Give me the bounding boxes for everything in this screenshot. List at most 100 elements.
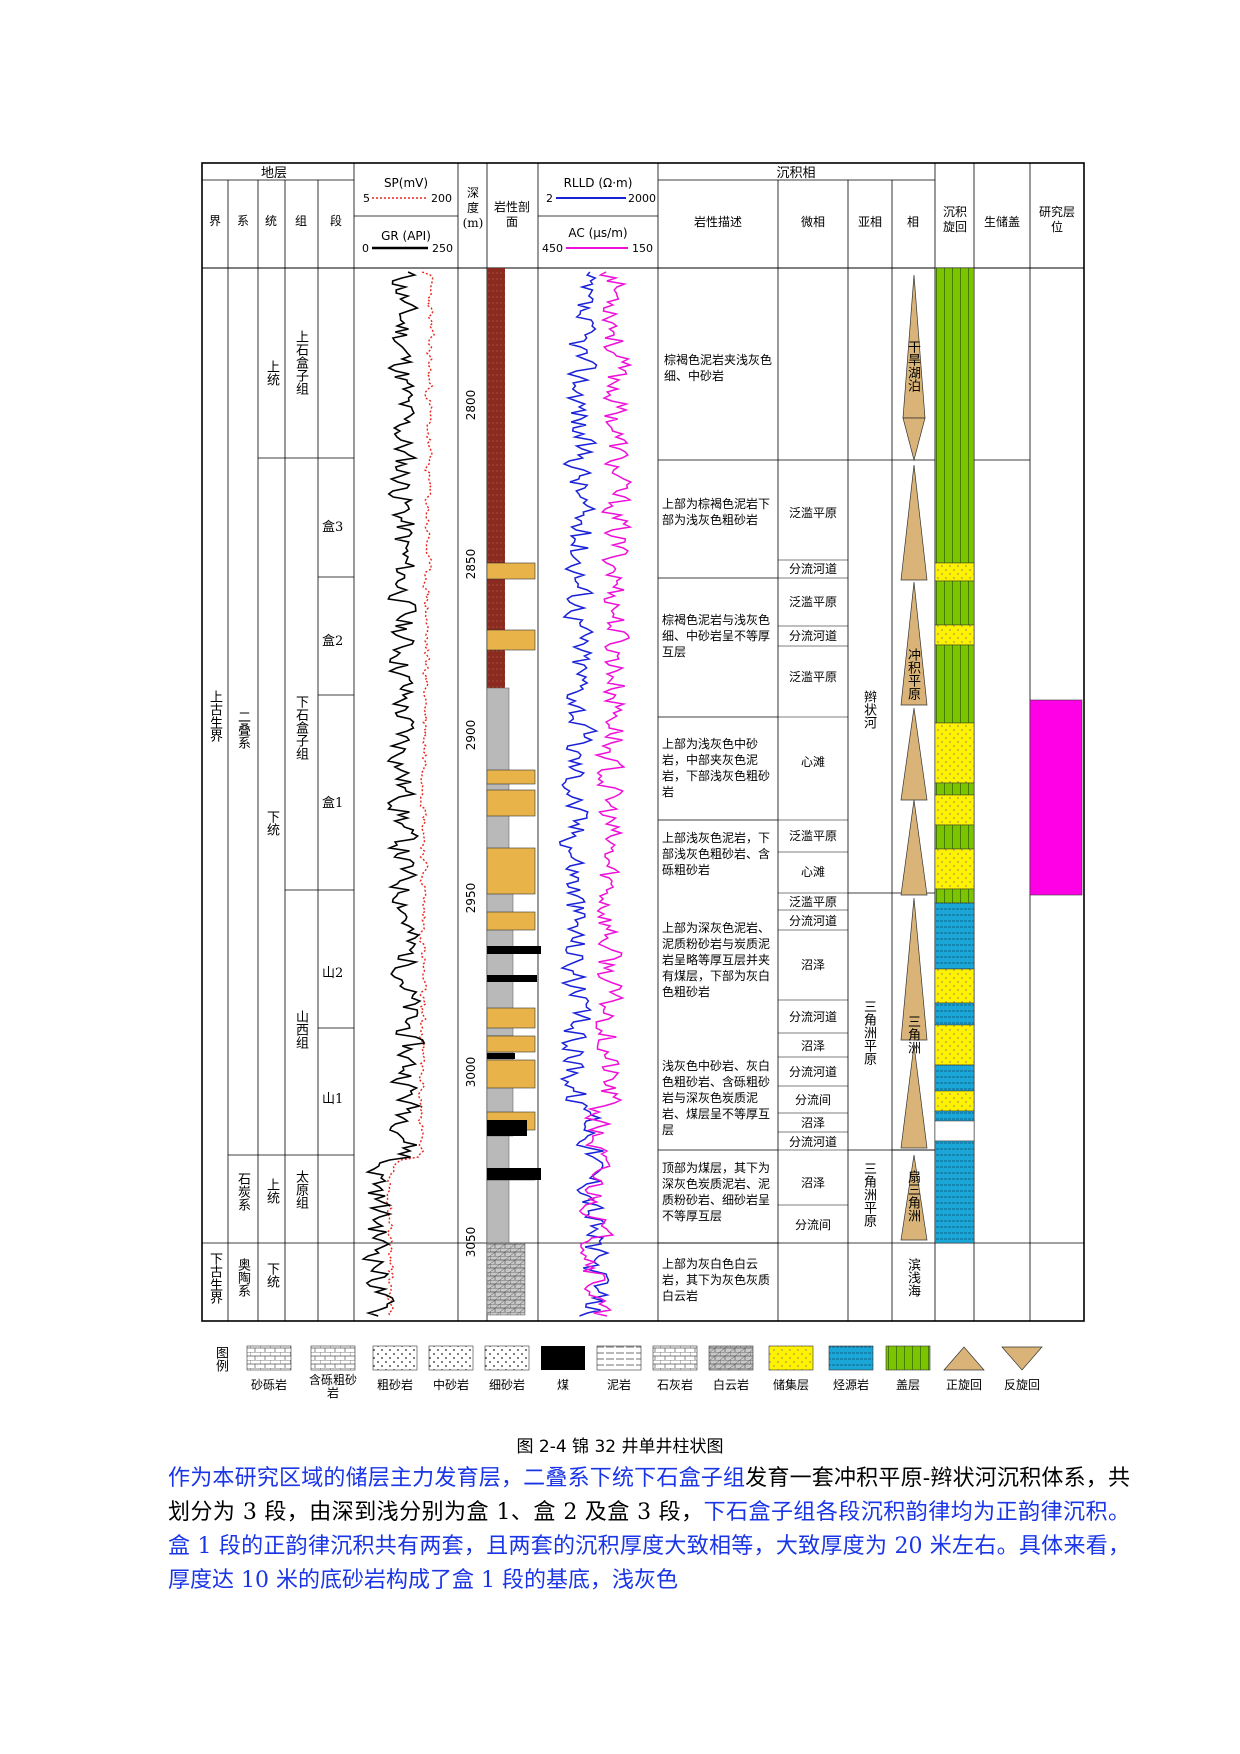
- header-desc: 岩性描述: [694, 214, 742, 229]
- micro-label: 分流河道: [789, 1135, 837, 1149]
- legend-label: 中砂岩: [432, 1378, 469, 1392]
- micro-label: 沼泽: [801, 1176, 825, 1190]
- micro-label: 分流河道: [789, 629, 837, 643]
- xi-ordovician: 奥陶系: [235, 1258, 250, 1297]
- micro-label: 分流河道: [789, 1065, 837, 1079]
- tong-upper: 上统: [264, 360, 279, 386]
- paragraph-sentence-1: 作为本研究区域的储层主力发育层，二叠系下统下石盒子组: [168, 1466, 746, 1491]
- duan-shan2: 山2: [322, 966, 344, 981]
- facies-arid-lake: 干旱湖泊: [905, 340, 920, 392]
- legend-label: 粗砂岩: [376, 1378, 413, 1392]
- legend-title: 图例: [213, 1346, 228, 1372]
- legend-swatches: [246, 1345, 1043, 1371]
- zu-lower-shihezi: 下石盒子组: [293, 695, 308, 760]
- zu-taiyuan: 太原组: [293, 1170, 308, 1209]
- legend-label: 含砾粗砂岩: [308, 1373, 357, 1400]
- body-paragraph: 作为本研究区域的储层主力发育层，二叠系下统下石盒子组发育一套冲积平原-辫状河沉积…: [168, 1462, 1130, 1598]
- depth-axis: 2800 2850 2900 2950 3000 3050: [464, 390, 478, 1258]
- depth-tick: 2950: [464, 883, 478, 914]
- legend-label: 砂砾岩: [250, 1378, 287, 1392]
- header-stratum: 地层: [261, 166, 287, 181]
- micro-label: 泛滥平原: [789, 670, 837, 684]
- paragraph-sentence-3: 下石盒子组各段沉积韵律均为正韵律沉积。盒 1 段的正韵律沉积共有两套，且两套的沉…: [168, 1500, 1130, 1593]
- header-gr-max: 250: [432, 242, 453, 255]
- header-rlld-max: 2000: [628, 192, 656, 205]
- header-subfacies: 亚相: [858, 215, 882, 229]
- header-ac: AC (μs/m): [568, 226, 627, 240]
- legend-label: 反旋回: [1003, 1378, 1040, 1392]
- duan-shan1: 山1: [322, 1092, 344, 1107]
- legend-label: 储集层: [772, 1378, 809, 1392]
- header-depth: 深度(m): [462, 186, 484, 230]
- micro-label: 分流间: [795, 1093, 831, 1107]
- micro-label: 分流河道: [789, 914, 837, 928]
- micro-label: 分流间: [795, 1218, 831, 1232]
- jie-lower: 下古生界: [207, 1252, 222, 1304]
- subfacies-braided: 辫状河: [861, 690, 876, 729]
- well-column-chart: 地层 界 系 统 组 段 SP(mV) 5 200 GR (API) 0 250…: [201, 162, 1085, 1371]
- desc-cell: 上部为深灰色泥岩、泥质粉砂岩与炭质泥岩呈略等厚互层并夹有煤层，下部为灰白色粗砂岩: [662, 921, 771, 999]
- sp-curve: [385, 271, 435, 1317]
- micro-label: 心滩: [801, 865, 825, 879]
- header-jie: 界: [209, 214, 221, 228]
- source-reservoir-cap-column: [934, 267, 975, 1244]
- micro-label: 泛滥平原: [789, 829, 837, 843]
- rlld-curve: [558, 271, 611, 1317]
- header-rlld-min: 2: [546, 192, 553, 205]
- micro-label: 泛滥平原: [789, 595, 837, 609]
- duan-he2: 盒2: [322, 634, 344, 649]
- header-tong: 统: [265, 214, 277, 228]
- desc-cell: 上部为浅灰色中砂岩，中部夹灰色泥岩，下部浅灰色粗砂岩: [662, 737, 771, 799]
- micro-label: 沼泽: [801, 958, 825, 972]
- header-gr-min: 0: [362, 242, 369, 255]
- target-layer-bar: [1029, 699, 1083, 896]
- header-zu: 组: [295, 214, 307, 228]
- desc-cell: 棕褐色泥岩与浅灰色细、中砂岩呈不等厚互层: [662, 613, 771, 659]
- micro-label: 分流河道: [789, 1010, 837, 1024]
- depth-tick: 3050: [464, 1227, 478, 1258]
- lithology-column: [486, 268, 541, 1316]
- jie-upper: 上古生界: [207, 690, 222, 742]
- depth-tick: 2850: [464, 549, 478, 580]
- header-sp-min: 5: [363, 192, 370, 205]
- legend-label: 烃源岩: [832, 1378, 869, 1392]
- legend-label: 石灰岩: [656, 1378, 693, 1392]
- desc-cell: 上部为棕褐色泥岩下部为浅灰色粗砂岩: [662, 497, 771, 527]
- facies-alluvial-plain: 冲积平原: [905, 648, 920, 700]
- micro-label: 分流河道: [789, 562, 837, 576]
- duan-he1: 盒1: [322, 796, 344, 811]
- header-sp-max: 200: [431, 192, 452, 205]
- micro-boundaries: [778, 559, 848, 1206]
- depth-tick: 3000: [464, 1057, 478, 1088]
- figure-caption: 图 2-4 锦 32 井单井柱状图: [516, 1437, 724, 1457]
- header-micro: 微相: [801, 215, 825, 229]
- header-lith: 岩性剖面: [493, 200, 530, 229]
- zu-shanxi: 山西组: [293, 1010, 308, 1049]
- header-rlld: RLLD (Ω·m): [564, 176, 633, 190]
- header-ac-min: 450: [542, 242, 563, 255]
- desc-cell: 上部浅灰色泥岩，下部浅灰色粗砂岩、含砾粗砂岩: [662, 831, 771, 877]
- legend-label: 白云岩: [712, 1378, 749, 1392]
- header-srcres: 生储盖: [984, 214, 1020, 229]
- gr-curve: [361, 271, 426, 1317]
- paragraph-sentence-2: 发育一套冲积平原-辫状河沉积体系，共划分为 3 段，由深到浅分别为盒 1、盒 2…: [168, 1466, 1130, 1525]
- header-facies: 相: [907, 215, 919, 229]
- depth-tick: 2800: [464, 390, 478, 421]
- zu-upper-shihezi: 上石盒子组: [293, 330, 308, 395]
- desc-cell: 顶部为煤层，其下为深灰色炭质泥岩、泥质粉砂岩、细砂岩呈不等厚互层: [662, 1161, 771, 1223]
- chart-frame: [201, 162, 1085, 1322]
- header-xi: 系: [237, 214, 249, 228]
- header-gr: GR (API): [381, 229, 431, 243]
- tong-lower: 下统: [264, 810, 279, 836]
- desc-cell: 浅灰色中砂岩、灰白色粗砂岩、含砾粗砂岩与深灰色炭质泥岩、煤层呈不等厚互层: [662, 1059, 771, 1137]
- micro-label: 心滩: [801, 755, 825, 769]
- header-sp: SP(mV): [384, 176, 428, 190]
- header-sedfacies: 沉积相: [776, 166, 815, 181]
- micro-label: 沼泽: [801, 1039, 825, 1053]
- legend-label: 正旋回: [945, 1378, 982, 1392]
- header-cycle: 沉积旋回: [942, 205, 967, 234]
- desc-cell: 上部为灰白色白云岩，其下为灰色灰质白云岩: [662, 1257, 771, 1303]
- legend-label: 盖层: [895, 1378, 920, 1392]
- duan-he3: 盒3: [322, 520, 344, 535]
- desc-cell: 棕褐色泥岩夹浅灰色细、中砂岩: [664, 353, 773, 383]
